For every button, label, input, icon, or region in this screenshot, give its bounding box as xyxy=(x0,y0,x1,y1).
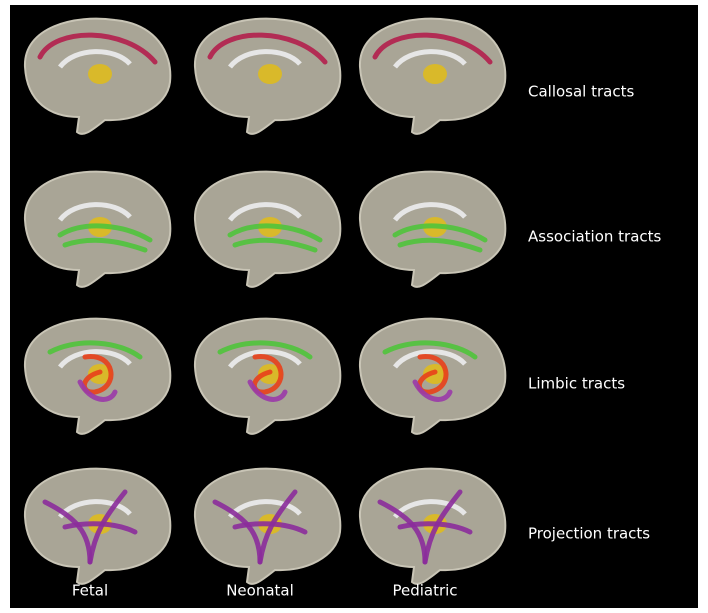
column-label: Fetal xyxy=(72,582,108,600)
thalamus xyxy=(423,64,447,84)
row-label: Limbic tracts xyxy=(528,375,625,393)
figure: Callosal tracts Association tracts Limbic … xyxy=(0,0,708,613)
thalamus xyxy=(258,64,282,84)
column-label: Neonatal xyxy=(226,582,294,600)
row-label: Callosal tracts xyxy=(528,83,634,101)
row-label: Projection tracts xyxy=(528,525,650,543)
row-label: Association tracts xyxy=(528,228,662,246)
column-label: Pediatric xyxy=(392,582,457,600)
thalamus xyxy=(88,64,112,84)
